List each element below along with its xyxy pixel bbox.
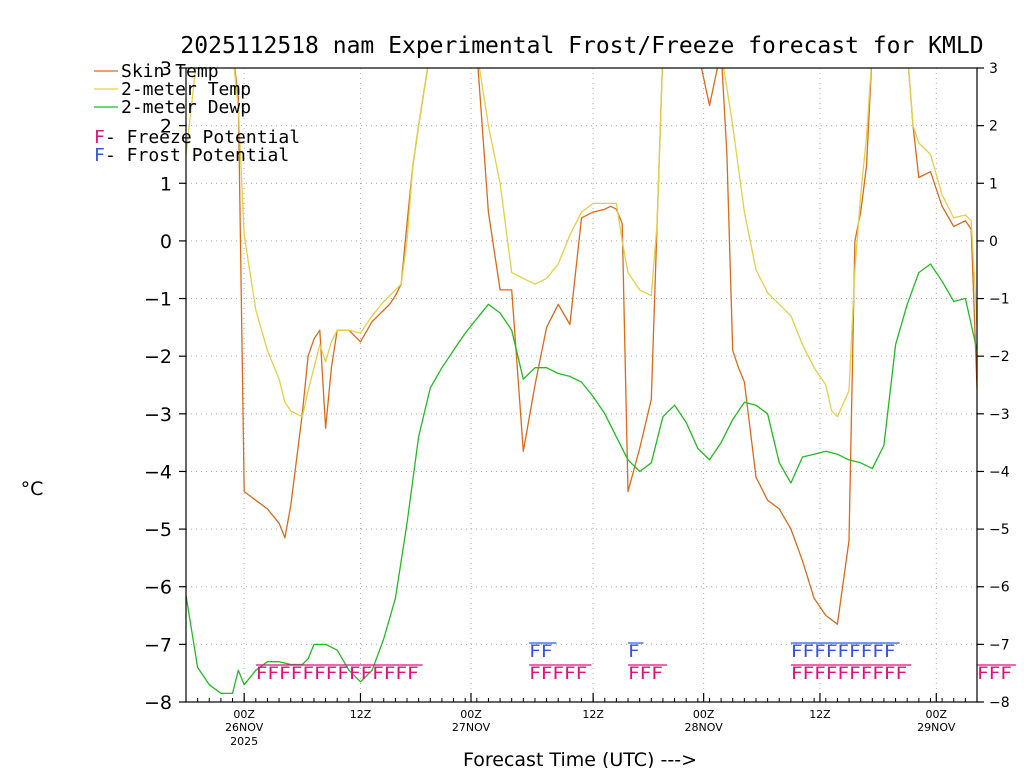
x-tick-date: 29NOV xyxy=(917,721,956,734)
frost-marks: F xyxy=(628,642,640,662)
y-tick-label-left: 2 xyxy=(160,116,172,138)
frost-marks: FFFFFFFFF xyxy=(791,642,896,662)
x-tick-year: 2025 xyxy=(230,735,258,748)
frost-marks: FF xyxy=(529,642,552,662)
freeze-block: FFFFFFFFFFFFFF xyxy=(255,664,423,684)
y-tick-label-left: −1 xyxy=(144,289,172,311)
x-axis-label: Forecast Time (UTC) ---> xyxy=(463,749,697,768)
y-axis-right: −8 −7 −6 −5 −4 −3 −2 −1 0 1 2 3 xyxy=(977,61,1010,711)
series-layer xyxy=(186,68,977,695)
legend-potential-label: - Freeze Potential xyxy=(105,127,300,148)
y-tick-label-left: 0 xyxy=(160,231,172,253)
legend-label: 2-meter Temp xyxy=(121,79,251,100)
freeze-block: FFF xyxy=(977,664,1016,684)
series-line-2-meter-dewp xyxy=(186,263,977,695)
x-tick-date: 26NOV xyxy=(225,721,264,734)
y-tick-label-left: −7 xyxy=(144,634,172,656)
freeze-marks: FFF xyxy=(628,664,663,684)
y-tick-label-right: 2 xyxy=(989,119,998,135)
frost-block: FF xyxy=(529,642,557,662)
x-tick-label: 00Z xyxy=(693,708,715,721)
y-tick-label-left: −8 xyxy=(144,692,172,714)
legend-potential-label: - Frost Potential xyxy=(105,145,289,166)
freeze-marks: FFFFFFFFFF xyxy=(791,664,907,684)
y-tick-label-right: 1 xyxy=(989,176,998,192)
freeze-marks: FFFFF xyxy=(529,664,587,684)
series-line-2-meter-temp xyxy=(186,68,977,418)
y-tick-label-left: −5 xyxy=(144,519,172,541)
y-tick-label-left: −6 xyxy=(144,577,172,599)
freeze-block: FFF xyxy=(628,664,667,684)
y-tick-label-right: 3 xyxy=(989,61,998,77)
frost-block: F xyxy=(628,642,644,662)
y-tick-label-left: 3 xyxy=(160,58,172,80)
chart-title: 2025112518 nam Experimental Frost/Freeze… xyxy=(180,33,983,59)
freeze-marks: FFF xyxy=(977,664,1012,684)
y-axis-label: °C xyxy=(21,478,44,500)
x-tick-label: 12Z xyxy=(809,708,831,721)
y-tick-label-right: 0 xyxy=(989,234,998,250)
x-tick-date: 27NOV xyxy=(452,721,491,734)
y-tick-label-left: 1 xyxy=(160,173,172,195)
y-tick-label-right: −6 xyxy=(989,580,1010,596)
frost-block: FFFFFFFFF xyxy=(790,642,900,662)
freeze-marks: FFFFFFFFFFFFFF xyxy=(256,664,419,684)
y-tick-label-right: −1 xyxy=(989,292,1010,308)
legend-marker: F xyxy=(94,127,105,148)
freeze-block: FFFFF xyxy=(529,664,592,684)
legend-label: 2-meter Dewp xyxy=(121,97,251,118)
y-tick-label-left: −2 xyxy=(144,346,172,368)
y-tick-label-right: −8 xyxy=(989,695,1010,711)
y-axis-left: −8 −7 −6 −5 −4 −3 −2 −1 0 1 2 3 xyxy=(144,58,186,714)
freeze-block: FFFFFFFFFF xyxy=(790,664,912,684)
legend-marker: F xyxy=(94,145,105,166)
x-tick-label: 00Z xyxy=(460,708,482,721)
x-tick-label: 00Z xyxy=(233,708,255,721)
x-tick-label: 00Z xyxy=(926,708,948,721)
y-tick-label-right: −2 xyxy=(989,349,1010,365)
legend-label: Skin Temp xyxy=(121,61,219,82)
y-tick-label-right: −7 xyxy=(989,637,1010,653)
x-tick-label: 12Z xyxy=(582,708,604,721)
y-tick-label-right: −4 xyxy=(989,464,1010,480)
y-tick-label-right: −5 xyxy=(989,522,1010,538)
x-tick-date: 28NOV xyxy=(685,721,724,734)
x-tick-label: 12Z xyxy=(350,708,372,721)
y-tick-label-left: −4 xyxy=(144,461,172,483)
y-tick-label-right: −3 xyxy=(989,407,1010,423)
y-tick-label-left: −3 xyxy=(144,404,172,426)
